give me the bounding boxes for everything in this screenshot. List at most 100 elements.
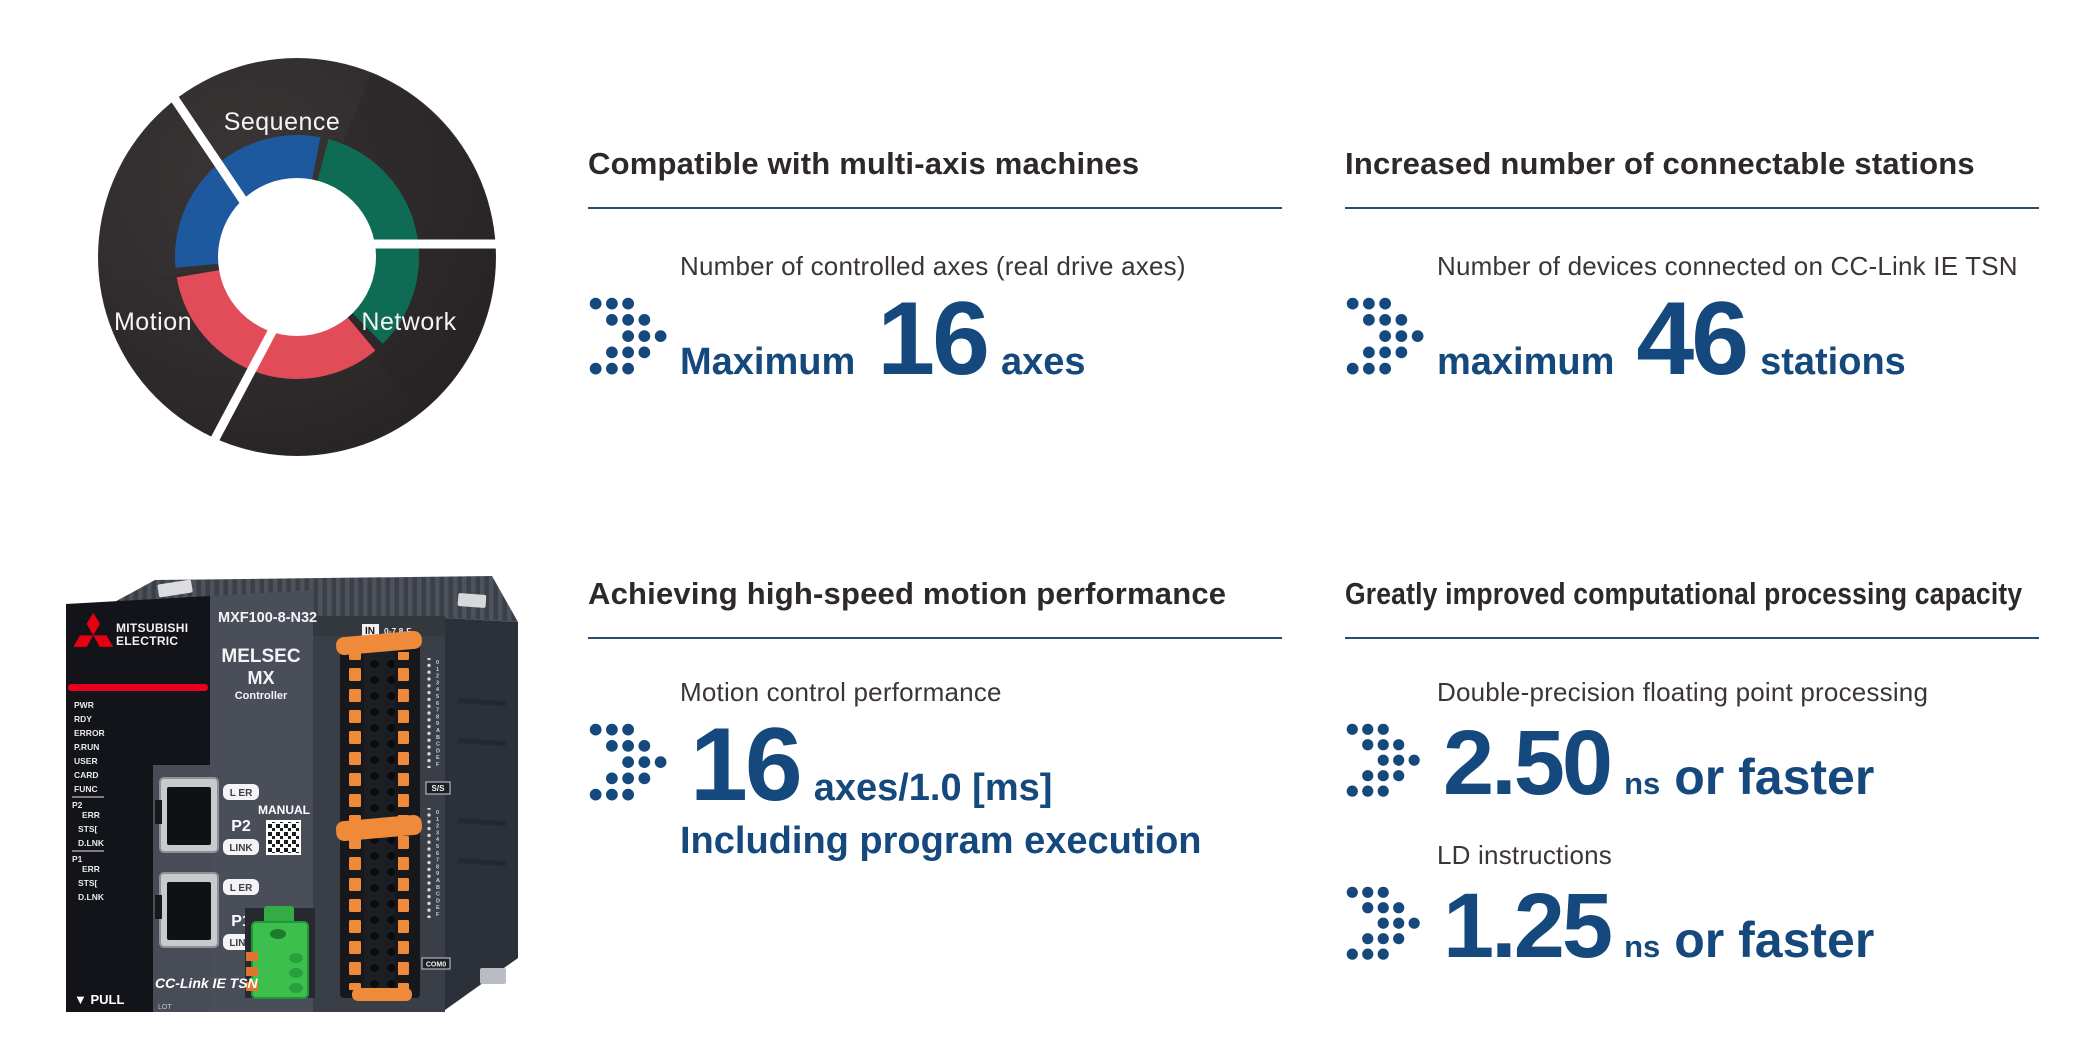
cclink-tsn-logo: CC-Link IE TSN	[155, 975, 259, 991]
in-badge: IN	[365, 626, 375, 637]
led-label: PWR	[74, 700, 94, 710]
title-underline	[588, 637, 1282, 640]
sequence-arc	[175, 135, 419, 379]
led-group-label: P2	[72, 800, 83, 810]
stat-number: 2.50	[1443, 712, 1613, 815]
dots-chevron-icon	[589, 298, 667, 375]
stat-value-line: maximum 46 stations	[1437, 281, 1906, 398]
series-name2: MX	[248, 668, 275, 688]
title-underline	[1345, 207, 2039, 210]
dots-chevron-icon	[1346, 887, 1420, 961]
pull-label: ▼ PULL	[74, 992, 124, 1007]
lot-label: LOT	[158, 1004, 172, 1011]
led-label: FUNC	[74, 784, 98, 794]
stat-prefix: maximum	[1437, 341, 1615, 384]
stat-value-line: 2.50 ns or faster	[1433, 712, 1874, 815]
feature-title: Achieving high-speed motion performance	[588, 575, 1227, 611]
com-label: COM0	[426, 962, 446, 969]
led-label: USER	[74, 756, 98, 766]
ss-label: S/S	[432, 784, 446, 793]
manual-label: MANUAL	[258, 803, 310, 817]
in-range-label: 0-7 8-F	[384, 626, 411, 636]
led-label: STS[	[78, 824, 98, 834]
terminal-clamp-mid	[335, 814, 423, 842]
led-label: ERR	[82, 864, 100, 874]
network-arc	[175, 135, 419, 379]
feature-title: Greatly improved computational processin…	[1345, 575, 2023, 611]
ethernet-port-p2: L ER P2 LINK	[155, 777, 259, 855]
ss-badge	[425, 781, 451, 795]
dots-chevron-icon	[1346, 724, 1420, 798]
series-name3: Controller	[235, 690, 288, 702]
device-din-tab	[480, 968, 506, 984]
stat-suffix: stations	[1760, 341, 1906, 384]
stat-unit: ns	[1624, 766, 1661, 802]
stat-number: 16	[877, 281, 990, 398]
stat-suffix: or faster	[1674, 912, 1875, 969]
feature-stat-row: 16 axes/1.0 [ms]	[588, 707, 1282, 824]
led-label: STS[	[78, 878, 98, 888]
feature-processing-capacity: Greatly improved computational processin…	[1345, 550, 2039, 978]
stat-number: 1.25	[1443, 875, 1613, 978]
device-side-face	[445, 618, 518, 1010]
led-group-label: P1	[72, 854, 83, 864]
brand-red-stripe	[68, 684, 208, 691]
motion-arc	[175, 135, 419, 379]
device-side-vents	[458, 697, 506, 867]
led-label: RDY	[74, 714, 92, 724]
led-label: CARD	[74, 770, 99, 780]
melsec-mx-controller-image: MITSUBISHI ELECTRIC PWR RDY ERROR P.RUN …	[66, 576, 518, 1012]
feature-stat-row: Maximum 16 axes	[588, 281, 1282, 398]
terminal-clamp-top	[336, 630, 422, 656]
qr-code	[266, 820, 301, 855]
brand-name-line2: ELECTRIC	[116, 634, 178, 648]
led-label: D.LNK	[78, 838, 105, 848]
feature-stat-row: 1.25 ns or faster	[1345, 875, 2039, 978]
stat-number: 16	[690, 707, 803, 824]
ethernet-port-p1: L ER P1 LINK	[155, 872, 259, 950]
stat-prefix: Maximum	[680, 341, 856, 384]
feature-multi-axis: Compatible with multi-axis machines Numb…	[588, 120, 1282, 398]
com-badge	[421, 957, 451, 970]
diagram-color-arcs	[175, 135, 419, 379]
dots-chevron-icon	[589, 724, 667, 801]
feature-sublabel: Number of controlled axes (real drive ax…	[680, 251, 1186, 282]
feature-motion-performance: Achieving high-speed motion performance …	[588, 550, 1282, 863]
port-lamp-label: L ER	[230, 883, 253, 894]
diagram-dividers	[168, 92, 497, 446]
stat-value-line: Maximum 16 axes	[680, 281, 1086, 398]
title-underline	[588, 207, 1282, 210]
stat-note: Including program execution	[680, 820, 1202, 863]
model-number: MXF100-8-N32	[218, 610, 317, 626]
io-led-column	[426, 658, 431, 768]
led-label: D.LNK	[78, 892, 105, 902]
port-link-label: LINK	[229, 938, 253, 949]
title-underline	[1345, 637, 2039, 640]
feature-stat-row: 2.50 ns or faster	[1345, 712, 2039, 815]
led-label-column: PWR RDY ERROR P.RUN USER CARD FUNC P2 ER…	[72, 700, 105, 902]
stat-value-line: 16 axes/1.0 [ms]	[680, 707, 1053, 824]
feature-sublabel: Double-precision floating point processi…	[1437, 677, 1929, 708]
feature-stat-row: maximum 46 stations	[1345, 281, 2039, 398]
port-link-label: LINK	[229, 843, 253, 854]
device-top-clip	[157, 579, 193, 598]
device-top-clip	[457, 593, 487, 608]
port-name: P2	[231, 818, 251, 835]
feature-sublabel: Motion control performance	[680, 677, 1002, 708]
stat-number: 46	[1636, 281, 1749, 398]
stat-suffix: axes/1.0 [ms]	[813, 767, 1053, 810]
stat-value-line: 1.25 ns or faster	[1433, 875, 1875, 978]
terminal-clamp-bottom	[352, 988, 412, 1001]
feature-sublabel: LD instructions	[1437, 840, 1612, 871]
led-label: ERR	[82, 810, 100, 820]
diagram-label-motion: Motion	[114, 308, 192, 336]
dots-chevron-icon	[1346, 298, 1424, 375]
port-lamp-label: L ER	[230, 788, 253, 799]
power-connector	[245, 906, 315, 999]
feature-connectable-stations: Increased number of connectable stations…	[1345, 120, 2039, 398]
control-cycle-diagram: Sequence Motion Network	[98, 58, 497, 456]
series-name: MELSEC	[221, 646, 300, 667]
device-brand-panel	[66, 596, 210, 1012]
